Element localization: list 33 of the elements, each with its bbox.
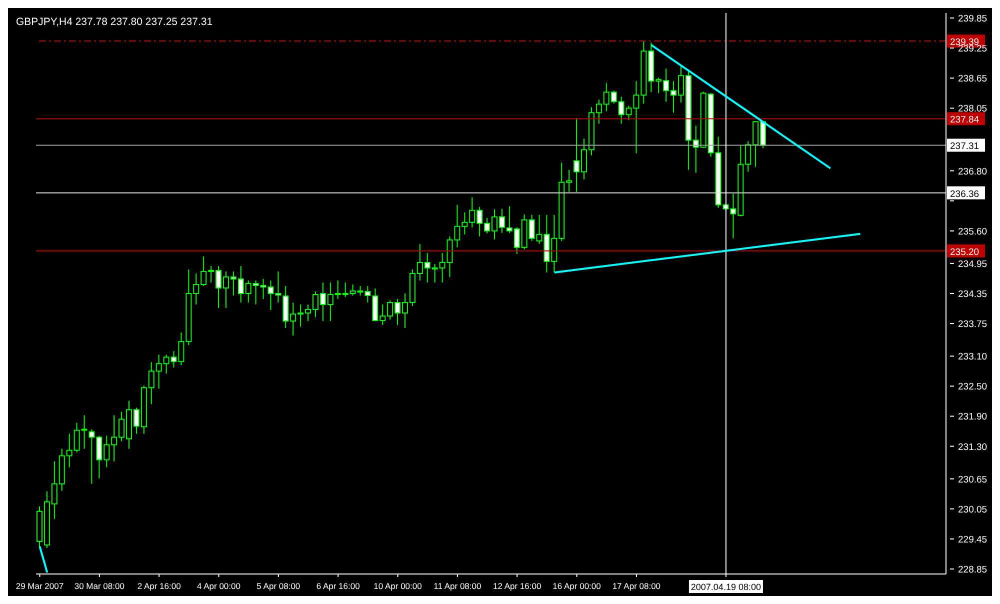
x-tick-label: 2007.04.19 08:00 [690,582,761,592]
x-tick-label: 17 Apr 08:00 [612,581,661,591]
x-tick-label: 16 Apr 00:00 [552,581,602,591]
y-tick-label: 228.85 [958,564,988,576]
x-tick-label: 2 Apr 16:00 [137,581,182,591]
ref-line-label: 236.36 [950,188,980,200]
y-tick-label: 231.90 [958,412,988,423]
ref-line-label: 235.20 [950,246,980,258]
chart-title: GBPJPY,H4 237.78 237.80 237.25 237.31 [16,16,213,28]
y-tick-label: 233.10 [958,352,988,363]
y-tick-label: 234.95 [958,258,988,270]
y-tick-label: 236.80 [958,166,988,178]
ref-line-label: 237.31 [950,141,980,152]
x-tick-label: 5 Apr 08:00 [256,581,300,591]
x-tick-label: 6 Apr 16:00 [316,581,360,591]
x-tick-label: 30 Mar 08:00 [74,581,125,591]
x-tick-label: 29 Mar 2007 [16,581,64,591]
y-tick-label: 239.85 [958,14,988,25]
y-tick-label: 232.50 [958,382,988,393]
x-tick-label: 4 Apr 00:00 [197,581,241,591]
y-tick-label: 234.35 [958,289,988,300]
x-tick-label: 10 Apr 00:00 [374,581,422,591]
y-tick-label: 230.65 [958,474,988,486]
y-tick-label: 235.60 [958,226,988,238]
y-tick-label: 233.75 [958,319,988,330]
y-tick-label: 229.45 [958,534,988,546]
y-tick-label: 230.05 [958,504,988,516]
x-tick-label: 12 Apr 16:00 [492,581,542,591]
x-tick-label: 11 Apr 08:00 [434,581,482,591]
ref-line-label: 237.84 [950,114,980,126]
y-tick-label: 238.05 [958,104,988,115]
y-tick-label: 238.65 [958,74,988,85]
y-tick-label: 231.30 [958,442,988,453]
